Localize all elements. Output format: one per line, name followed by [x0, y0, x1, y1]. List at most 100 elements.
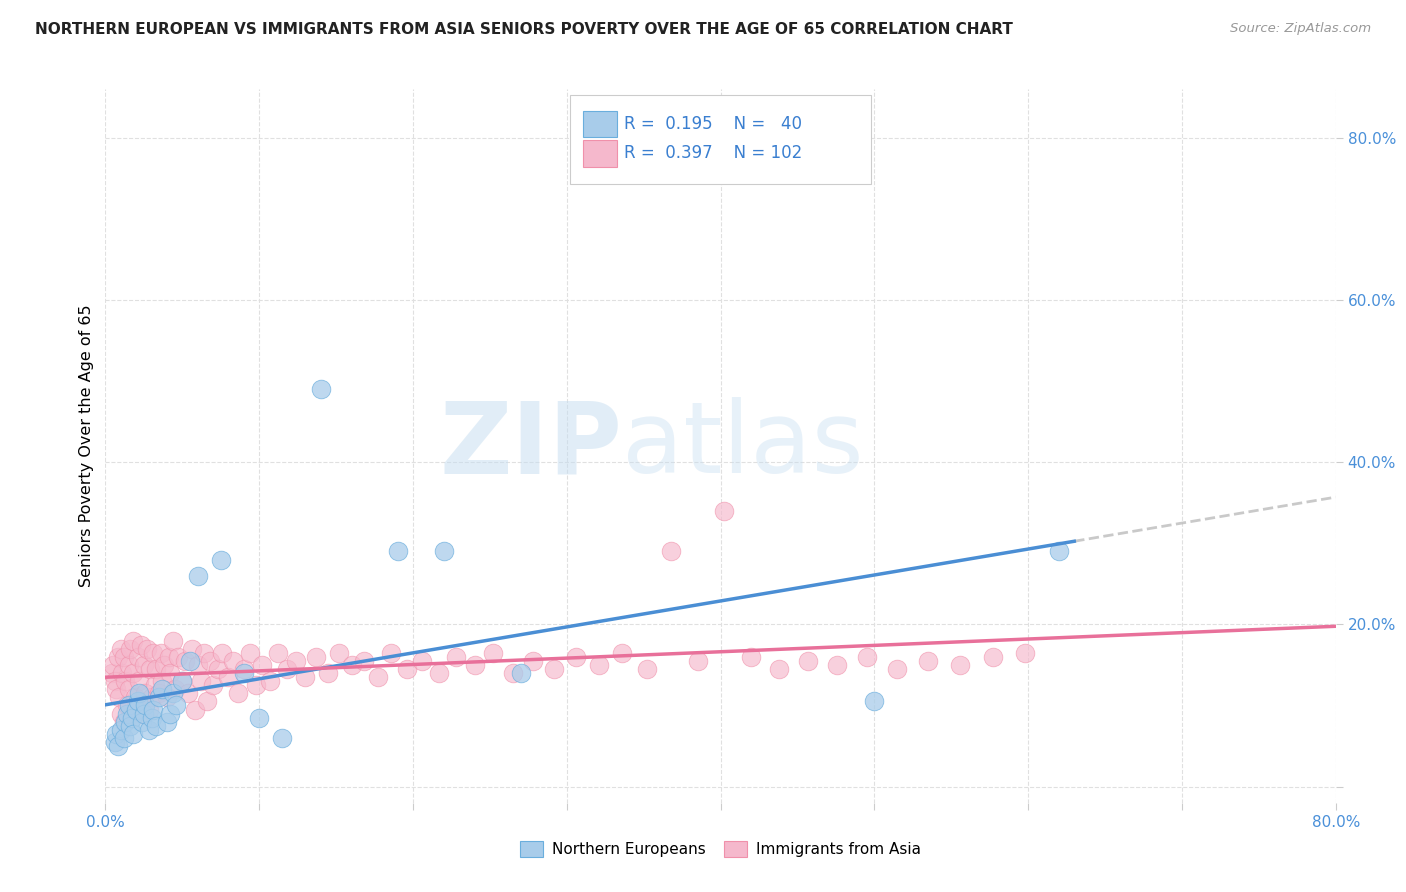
Point [612, 646, 634, 660]
Point [112, 714, 135, 729]
Point [117, 657, 139, 672]
Point [149, 646, 172, 660]
Point [156, 714, 179, 729]
Point [855, 649, 877, 664]
Point [285, 654, 308, 668]
Point [153, 657, 176, 672]
Point [138, 702, 160, 716]
Point [740, 649, 762, 664]
Point [110, 641, 132, 656]
Text: NORTHERN EUROPEAN VS IMMIGRANTS FROM ASIA SENIORS POVERTY OVER THE AGE OF 65 COR: NORTHERN EUROPEAN VS IMMIGRANTS FROM ASI… [35, 22, 1014, 37]
Point [107, 649, 129, 664]
Point [193, 646, 215, 660]
Point [132, 706, 155, 721]
Point [252, 657, 274, 672]
Point [150, 674, 173, 689]
Point [115, 698, 138, 713]
Point [107, 739, 129, 753]
Point [187, 657, 209, 672]
Point [159, 666, 181, 681]
Point [162, 686, 184, 700]
Point [141, 711, 163, 725]
Point [131, 714, 153, 729]
Point [129, 638, 152, 652]
Point [565, 649, 588, 664]
Point [145, 719, 167, 733]
Point [131, 706, 153, 721]
Point [340, 657, 363, 672]
Point [156, 690, 179, 705]
Y-axis label: Seniors Poverty Over the Age of 65: Seniors Poverty Over the Age of 65 [79, 305, 94, 587]
Point [661, 544, 683, 558]
Point [110, 706, 132, 721]
Point [207, 662, 229, 676]
Point [827, 657, 849, 672]
Point [180, 641, 202, 656]
Point [105, 727, 128, 741]
Point [202, 678, 225, 692]
Point [120, 719, 141, 733]
Point [444, 649, 467, 664]
Point [115, 706, 138, 721]
Point [294, 670, 316, 684]
Point [522, 654, 544, 668]
Point [100, 666, 122, 681]
Text: R =  0.195    N =   40: R = 0.195 N = 40 [624, 115, 801, 133]
Point [232, 666, 254, 681]
Point [142, 702, 165, 716]
Point [482, 646, 505, 660]
Point [276, 662, 298, 676]
Point [117, 698, 139, 713]
Point [433, 544, 456, 558]
Point [127, 649, 149, 664]
Point [305, 649, 328, 664]
Point [981, 649, 1004, 664]
Point [211, 646, 233, 660]
Point [172, 674, 194, 689]
Point [127, 694, 149, 708]
Point [112, 731, 135, 745]
Point [172, 674, 194, 689]
Point [247, 711, 270, 725]
Point [187, 568, 209, 582]
Point [108, 690, 131, 705]
Point [509, 666, 531, 681]
Point [148, 690, 170, 705]
Point [686, 654, 709, 668]
Point [124, 690, 146, 705]
Point [588, 657, 610, 672]
Point [134, 698, 156, 713]
Point [111, 666, 134, 681]
Point [768, 662, 790, 676]
Point [209, 552, 232, 566]
Point [318, 666, 340, 681]
Point [174, 654, 197, 668]
Point [177, 686, 200, 700]
Text: R =  0.397    N = 102: R = 0.397 N = 102 [624, 145, 801, 162]
Point [104, 735, 127, 749]
Point [271, 731, 294, 745]
Point [886, 662, 908, 676]
Point [142, 646, 165, 660]
Point [713, 504, 735, 518]
Point [150, 682, 173, 697]
Point [917, 654, 939, 668]
Point [1047, 544, 1070, 558]
Point [163, 682, 186, 697]
Point [121, 706, 143, 721]
Point [218, 670, 240, 684]
Text: ZIP: ZIP [439, 398, 621, 494]
Point [162, 633, 184, 648]
Point [117, 682, 139, 697]
Point [143, 678, 166, 692]
Point [226, 686, 249, 700]
Point [245, 678, 267, 692]
Point [353, 654, 375, 668]
Point [110, 723, 132, 737]
Legend: Northern Europeans, Immigrants from Asia: Northern Europeans, Immigrants from Asia [513, 835, 928, 863]
Point [145, 662, 167, 676]
Point [101, 657, 124, 672]
Point [367, 670, 389, 684]
Point [387, 544, 409, 558]
Text: atlas: atlas [621, 398, 863, 494]
